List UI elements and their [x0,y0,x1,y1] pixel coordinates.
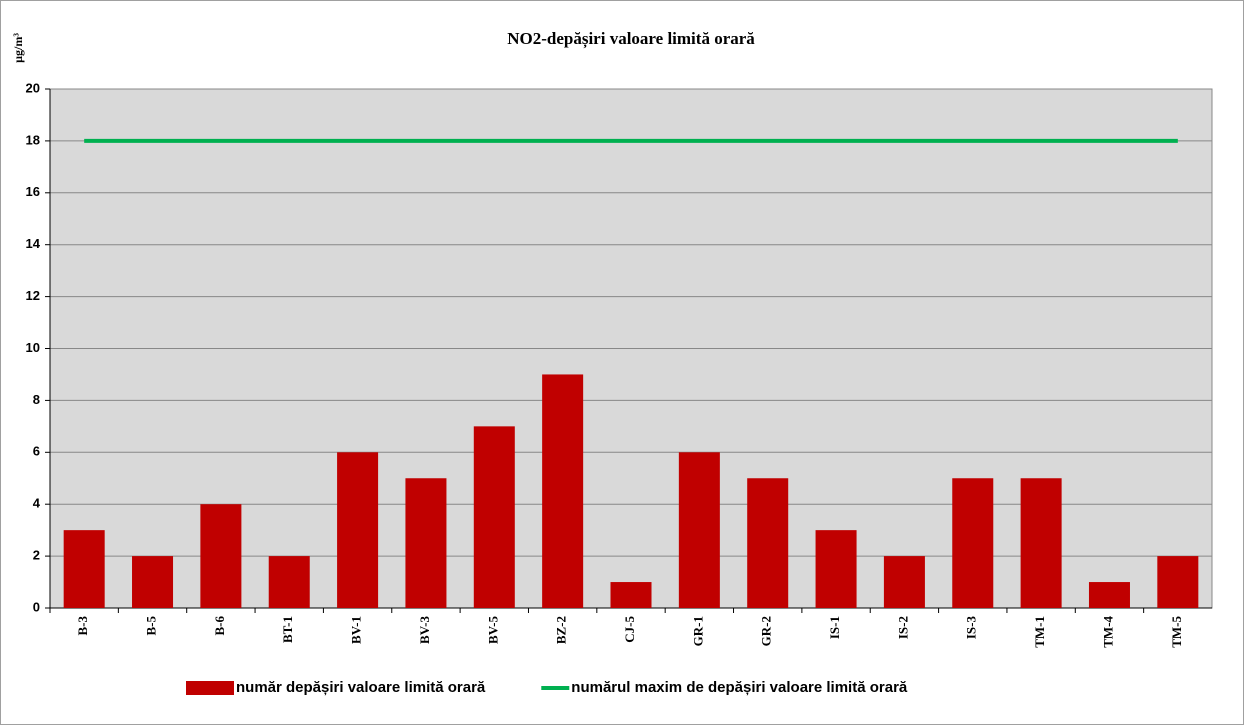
x-tick-label: B-5 [144,616,159,636]
y-tick-label: 2 [33,548,40,563]
bar [337,452,379,608]
bar [1157,556,1199,608]
x-tick-label: IS-3 [964,616,979,640]
bar [542,374,584,608]
bar [952,478,994,608]
x-tick-label: TM-4 [1100,616,1115,648]
x-tick-label: GR-1 [690,616,705,646]
y-axis-label: µg/m³ [11,33,25,63]
y-tick-label: 10 [26,340,40,355]
x-tick-label: BT-1 [280,616,295,643]
chart-title: NO2-depășiri valoare limită orară [507,29,755,49]
legend-label: numărul maxim de depășiri valoare limită… [571,679,908,696]
y-tick-label: 6 [33,444,40,459]
x-tick-label: CJ-5 [622,616,637,643]
bar [610,582,652,608]
bar [268,556,310,608]
bar [132,556,174,608]
x-tick-label: GR-2 [759,616,774,646]
bar [200,504,242,608]
x-tick-label: BV-3 [417,616,432,644]
y-tick-label: 16 [26,184,40,199]
y-tick-label: 4 [33,496,41,511]
y-tick-label: 18 [26,132,40,147]
x-tick-label: BV-5 [485,616,500,644]
bar [405,478,447,608]
y-tick-label: 0 [33,599,40,614]
bar [883,556,925,608]
y-tick-label: 12 [26,288,40,303]
bar [63,530,105,608]
y-tick-label: 8 [33,392,40,407]
x-tick-label: BZ-2 [554,616,569,644]
bar [473,426,515,608]
bar [747,478,789,608]
bar [1088,582,1130,608]
legend-swatch [186,681,234,695]
x-tick-label: B-3 [75,616,90,636]
bar [1020,478,1062,608]
bar [678,452,720,608]
x-tick-label: B-6 [212,616,227,636]
x-tick-label: IS-2 [895,616,910,639]
x-tick-label: IS-1 [827,616,842,639]
bar [815,530,857,608]
y-tick-label: 20 [26,80,40,95]
x-tick-label: BV-1 [349,616,364,644]
legend-label: număr depășiri valoare limită orară [236,679,486,696]
x-tick-label: TM-1 [1032,616,1047,648]
y-tick-label: 14 [26,236,41,251]
x-tick-label: TM-5 [1169,616,1184,648]
